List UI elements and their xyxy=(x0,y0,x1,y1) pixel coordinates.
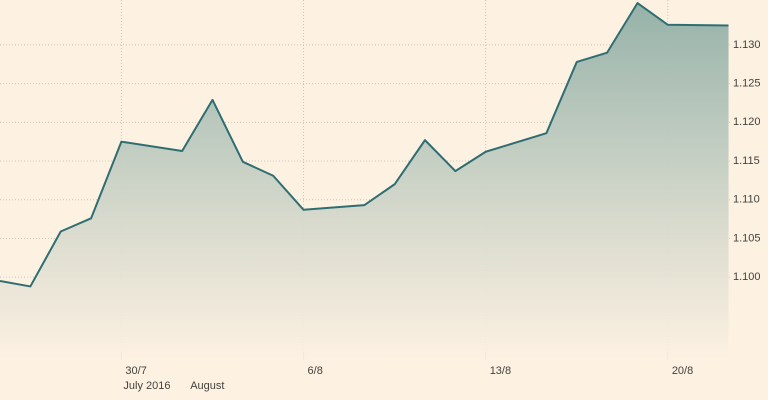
y-tick-label: 1.130 xyxy=(733,39,761,51)
x-tick-label: 13/8 xyxy=(490,365,511,377)
x-tick-label: 20/8 xyxy=(672,365,693,377)
y-tick-label: 1.100 xyxy=(733,271,761,283)
period-label: August xyxy=(190,380,224,392)
y-tick-label: 1.105 xyxy=(733,232,761,244)
y-tick-label: 1.125 xyxy=(733,78,761,90)
period-label: July 2016 xyxy=(123,380,170,392)
y-tick-label: 1.120 xyxy=(733,116,761,128)
area-fill xyxy=(0,3,729,361)
y-tick-label: 1.110 xyxy=(733,194,760,206)
x-tick-label: 6/8 xyxy=(308,365,323,377)
line xyxy=(0,2,729,288)
y-tick-label: 1.115 xyxy=(733,155,760,167)
x-tick-label: 30/7 xyxy=(125,365,146,377)
